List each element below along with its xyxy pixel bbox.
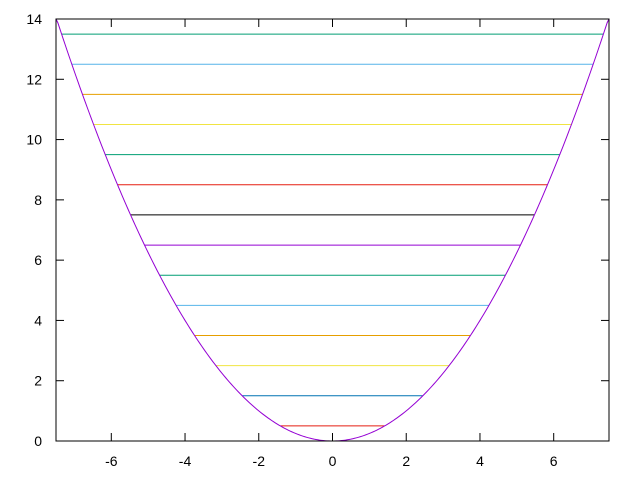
level-lines (61, 33, 604, 427)
x-tick-label: -2 (253, 453, 266, 469)
x-tick-label: 4 (476, 453, 484, 469)
tick-labels: -6 -4 -2 0 2 4 6 0 2 4 6 8 10 12 14 (26, 11, 557, 469)
y-tick-label: 4 (34, 312, 42, 328)
plot-frame (55, 18, 610, 442)
y-tick-label: 8 (34, 192, 42, 208)
x-tick-label: -6 (105, 453, 118, 469)
y-tick-label: 12 (26, 71, 42, 87)
y-tick-label: 10 (26, 132, 42, 148)
x-tick-label: 0 (329, 453, 337, 469)
y-tick-label: 6 (34, 252, 42, 268)
y-tick-label: 14 (26, 11, 42, 27)
x-tick-label: 6 (550, 453, 558, 469)
x-tick-label: 2 (402, 453, 410, 469)
y-tick-label: 0 (34, 433, 42, 449)
x-tick-label: -4 (179, 453, 192, 469)
y-tick-label: 2 (34, 373, 42, 389)
